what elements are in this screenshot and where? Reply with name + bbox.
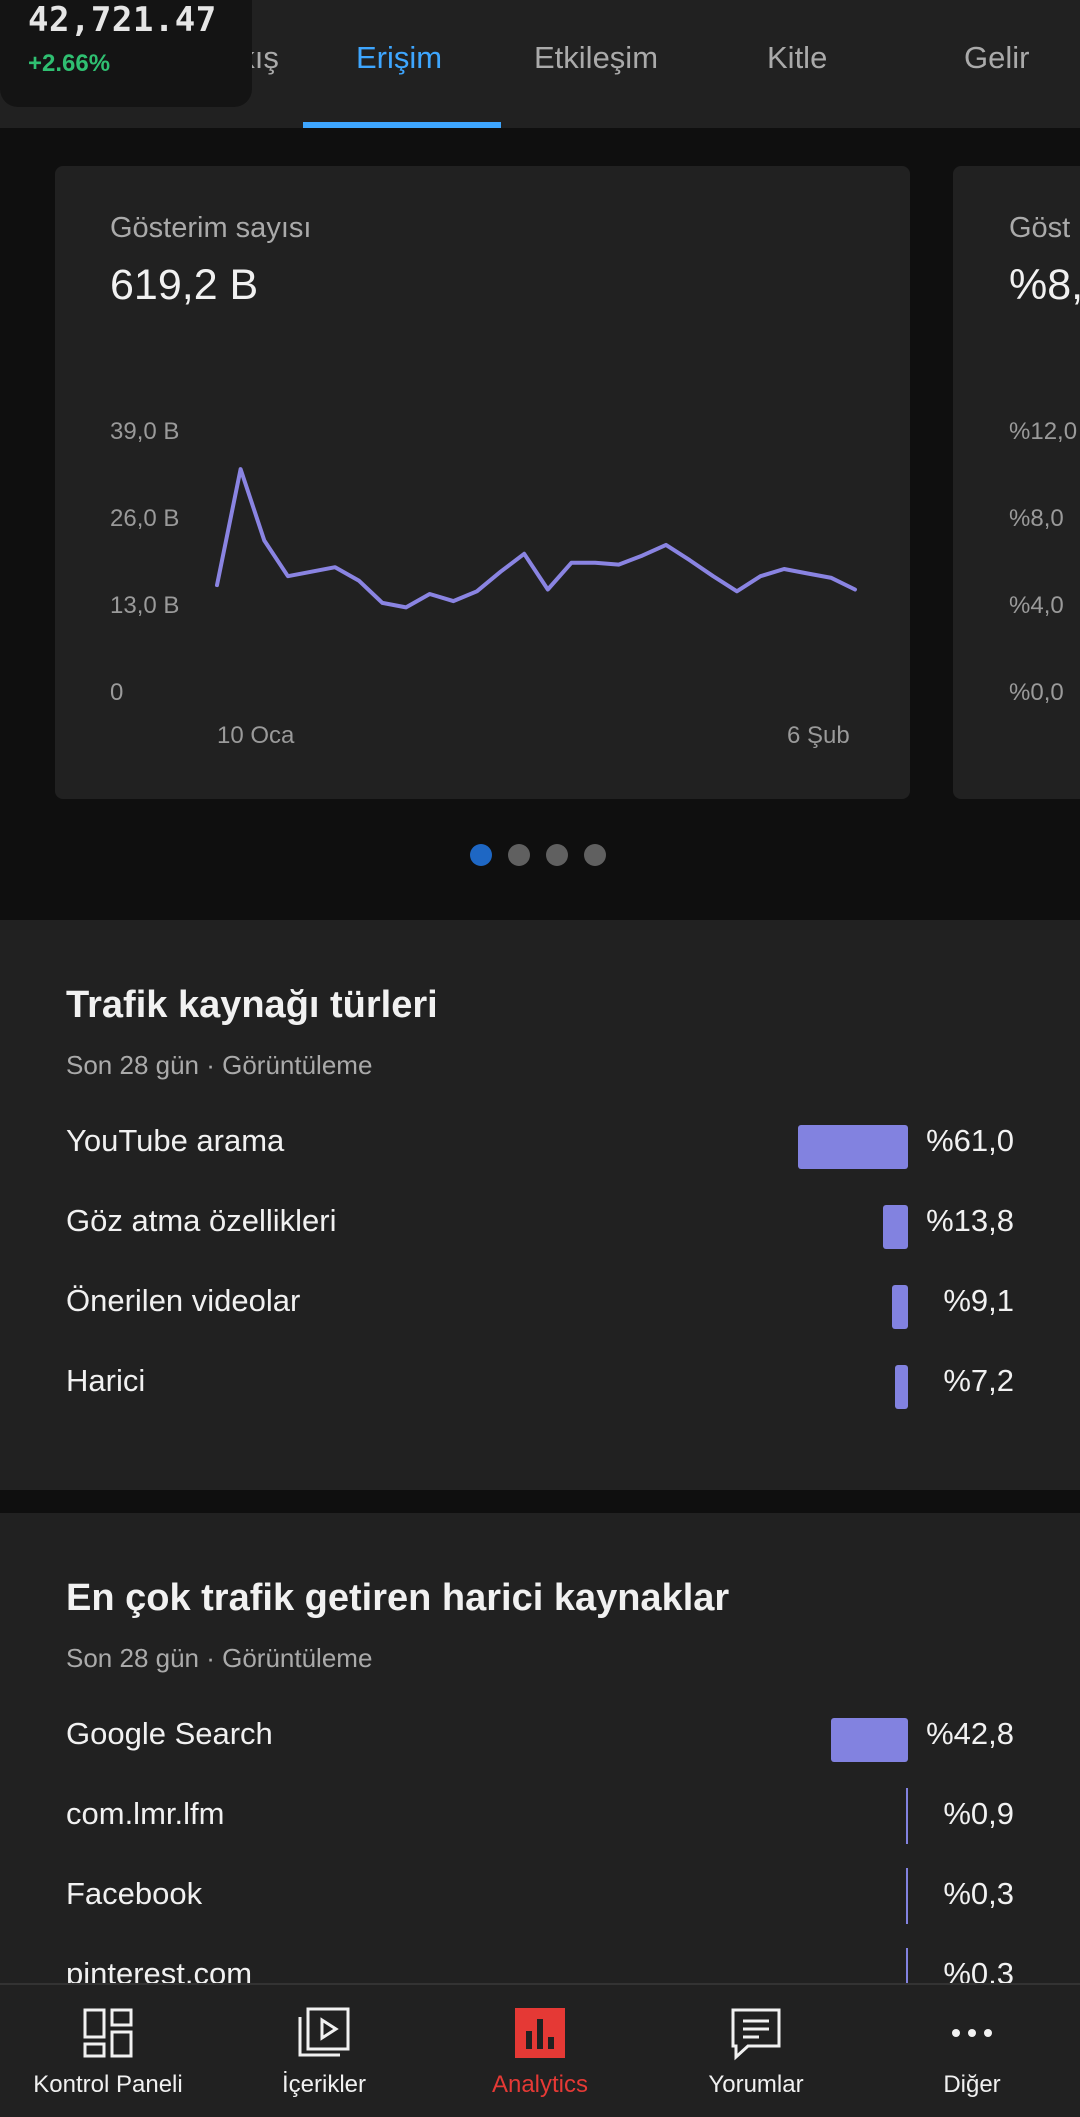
nav-label: Diğer	[943, 2071, 1001, 2098]
card-title: Gösterim sayısı	[110, 212, 312, 244]
page-dot[interactable]	[584, 844, 606, 866]
y-tick-label: %4,0	[1009, 592, 1064, 619]
row-bar	[895, 1365, 908, 1409]
nav-more[interactable]: Diğer	[864, 1985, 1080, 2117]
impression-ctr-card[interactable]: Göst %8, %12,0 %8,0 %4,0 %0,0	[953, 166, 1080, 799]
ticker-price: 42,721.47	[28, 0, 217, 40]
nav-label: Yorumlar	[708, 2071, 804, 2098]
tab-revenue[interactable]: Gelir	[964, 40, 1030, 75]
row-label: Göz atma özellikleri	[66, 1203, 337, 1238]
row-bar	[891, 1285, 908, 1329]
nav-analytics[interactable]: Analytics	[432, 1985, 648, 2117]
page-dot[interactable]	[508, 844, 530, 866]
row-value: %7,2	[943, 1363, 1014, 1398]
y-tick-label: 0	[110, 679, 124, 706]
x-tick-label: 6 Şub	[787, 722, 850, 749]
y-tick-label: %0,0	[1009, 679, 1064, 706]
traffic-row[interactable]: Önerilen videolar %9,1	[0, 1273, 1080, 1333]
y-tick-label: 39,0 B	[110, 418, 180, 445]
y-tick-label: %8,0	[1009, 505, 1064, 532]
row-bar	[906, 1788, 908, 1844]
page-dot[interactable]	[546, 844, 568, 866]
nav-label: Analytics	[491, 2071, 589, 2098]
section-subtitle: Son 28 gün · Görüntüleme	[66, 1050, 373, 1080]
analytics-icon	[515, 2008, 565, 2058]
section-subtitle: Son 28 gün · Görüntüleme	[66, 1643, 373, 1673]
bottom-navigation: Kontrol Paneli İçerikler Analytics	[0, 1983, 1080, 2117]
more-icon	[952, 2029, 992, 2037]
row-bar	[798, 1125, 908, 1169]
external-source-row[interactable]: Facebook %0,3	[0, 1866, 1080, 1926]
row-value: %61,0	[926, 1123, 1014, 1158]
comments-icon	[731, 2008, 781, 2061]
traffic-row[interactable]: YouTube arama %61,0	[0, 1113, 1080, 1173]
active-tab-indicator	[303, 122, 501, 128]
nav-label: İçerikler	[281, 2071, 366, 2098]
impressions-line-chart	[215, 467, 857, 610]
external-source-row[interactable]: Google Search %42,8	[0, 1706, 1080, 1766]
section-title: En çok trafik getiren harici kaynaklar	[66, 1577, 730, 1619]
traffic-row[interactable]: Harici %7,2	[0, 1353, 1080, 1413]
row-label: YouTube arama	[66, 1123, 285, 1158]
card-title: Göst	[1009, 212, 1071, 244]
row-bar	[906, 1868, 908, 1924]
row-bar	[830, 1718, 908, 1762]
row-value: %42,8	[926, 1716, 1014, 1751]
row-label: Harici	[66, 1363, 146, 1398]
ticker-change: +2.66%	[28, 50, 111, 77]
row-value: %9,1	[943, 1283, 1014, 1318]
nav-dashboard[interactable]: Kontrol Paneli	[0, 1985, 216, 2117]
row-label: Önerilen videolar	[66, 1283, 301, 1318]
dashboard-icon	[83, 2008, 133, 2058]
traffic-row[interactable]: Göz atma özellikleri %13,8	[0, 1193, 1080, 1253]
impressions-series-line	[215, 467, 857, 610]
tab-engagement[interactable]: Etkileşim	[534, 40, 659, 75]
card-value: %8,	[1009, 261, 1080, 309]
nav-label: Kontrol Paneli	[33, 2071, 183, 2098]
card-value: 619,2 B	[110, 261, 259, 309]
tab-audience[interactable]: Kitle	[767, 40, 828, 75]
row-value: %0,3	[943, 1876, 1014, 1911]
impressions-card[interactable]: Gösterim sayısı 619,2 B 39,0 B 26,0 B 13…	[55, 166, 910, 799]
page-dot[interactable]	[470, 844, 492, 866]
section-title: Trafik kaynağı türleri	[66, 984, 438, 1026]
nav-content[interactable]: İçerikler	[216, 1985, 432, 2117]
y-tick-label: 26,0 B	[110, 505, 180, 532]
y-tick-label: %12,0	[1009, 418, 1078, 445]
row-label: Facebook	[66, 1876, 203, 1911]
row-value: %13,8	[926, 1203, 1014, 1238]
row-bar	[906, 1948, 908, 2004]
content-icon	[298, 2007, 350, 2057]
external-source-row[interactable]: com.lmr.lfm %0,9	[0, 1786, 1080, 1846]
row-bar	[883, 1205, 908, 1249]
row-value: %0,9	[943, 1796, 1014, 1831]
tab-reach[interactable]: Erişim	[356, 40, 443, 75]
y-tick-label: 13,0 B	[110, 592, 180, 619]
traffic-source-types-section[interactable]: Trafik kaynağı türleri Son 28 gün · Görü…	[0, 920, 1080, 1490]
x-tick-label: 10 Oca	[217, 722, 295, 749]
row-label: com.lmr.lfm	[66, 1796, 225, 1831]
row-label: Google Search	[66, 1716, 273, 1751]
nav-comments[interactable]: Yorumlar	[648, 1985, 864, 2117]
stock-ticker-overlay[interactable]: 42,721.47 +2.66%	[0, 0, 252, 107]
